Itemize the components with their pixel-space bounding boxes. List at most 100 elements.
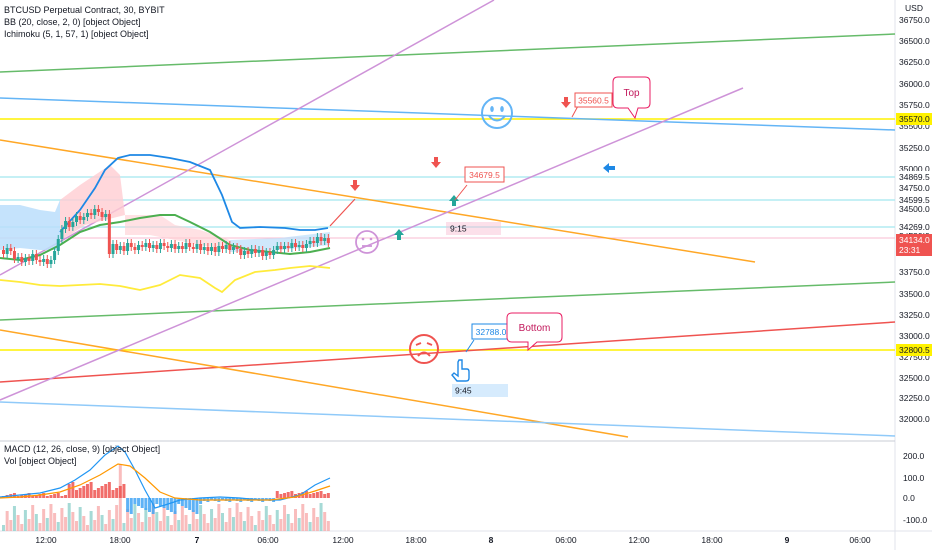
candle[interactable] <box>155 241 159 253</box>
candle[interactable] <box>56 235 60 255</box>
bb-legend[interactable]: BB (20, close, 2, 0) [object Object] <box>4 17 141 27</box>
candle[interactable] <box>27 254 31 265</box>
candle[interactable] <box>224 241 228 253</box>
candle[interactable] <box>140 241 144 251</box>
candle[interactable] <box>151 241 155 252</box>
candle[interactable] <box>93 205 97 219</box>
candle[interactable] <box>315 233 319 247</box>
candle[interactable] <box>89 209 93 219</box>
candle[interactable] <box>231 243 235 254</box>
trend-line-blue-upper[interactable] <box>0 97 896 131</box>
candle[interactable] <box>177 242 181 253</box>
candle[interactable] <box>250 245 254 258</box>
candlestick-series[interactable] <box>2 205 330 268</box>
arrow-down-marker[interactable] <box>350 180 360 191</box>
candle[interactable] <box>23 254 27 266</box>
candle[interactable] <box>2 246 5 258</box>
candle[interactable] <box>60 225 64 243</box>
candle[interactable] <box>283 242 287 253</box>
candle[interactable] <box>107 210 111 258</box>
candle[interactable] <box>304 240 308 252</box>
macd-axis[interactable]: 200.0 100.0 0.0 -100.0 <box>903 451 927 525</box>
candle[interactable] <box>126 239 130 255</box>
candle[interactable] <box>31 250 35 265</box>
trend-line-purple-lower[interactable] <box>0 87 744 401</box>
candle[interactable] <box>169 240 173 252</box>
vol-legend[interactable]: Vol [object Object] <box>4 456 77 466</box>
candle[interactable] <box>239 245 243 259</box>
candle[interactable] <box>264 248 268 260</box>
arrow-down-marker[interactable] <box>431 157 441 168</box>
candle[interactable] <box>75 212 78 226</box>
callout-top-price[interactable]: 35560.5 <box>571 92 613 118</box>
callout-mid-price[interactable]: 34679.5 <box>454 166 505 201</box>
note-bottom[interactable]: Bottom <box>506 312 563 352</box>
candle[interactable] <box>49 256 53 268</box>
arrow-markers[interactable] <box>350 97 615 240</box>
candle[interactable] <box>195 240 199 253</box>
candle[interactable] <box>5 244 9 258</box>
candle[interactable] <box>67 217 71 231</box>
candle[interactable] <box>228 241 232 254</box>
candle[interactable] <box>272 246 276 259</box>
candle[interactable] <box>16 253 20 263</box>
candle[interactable] <box>71 218 75 231</box>
candle[interactable] <box>129 239 133 251</box>
arrow-up-marker[interactable] <box>394 229 404 240</box>
candle[interactable] <box>326 234 330 247</box>
candle[interactable] <box>82 213 86 224</box>
candle[interactable] <box>184 239 188 253</box>
symbol-legend[interactable]: BTCUSD Perpetual Contract, 30, BYBIT <box>4 5 165 15</box>
time-range-box-a[interactable]: 9:15 <box>446 222 501 235</box>
time-range-box-b[interactable]: 9:45 <box>452 384 508 397</box>
candle[interactable] <box>301 241 305 252</box>
candle[interactable] <box>100 208 104 221</box>
candle[interactable] <box>9 244 13 255</box>
arrow-down-marker[interactable] <box>561 97 571 108</box>
candle[interactable] <box>246 247 250 258</box>
candle[interactable] <box>312 237 316 247</box>
trend-line-orange-upper[interactable] <box>0 139 756 263</box>
candle[interactable] <box>242 247 246 259</box>
candle[interactable] <box>122 242 126 255</box>
candle[interactable] <box>235 243 239 253</box>
arrow-left-marker[interactable] <box>603 163 615 173</box>
candle[interactable] <box>104 210 108 221</box>
price-axis[interactable]: 36750.0 36500.0 36250.0 36000.0 35750.0 35500… <box>899 15 930 424</box>
candle[interactable] <box>188 239 192 251</box>
trend-line-blue-lower[interactable] <box>0 401 896 437</box>
candle[interactable] <box>202 243 206 254</box>
candle[interactable] <box>166 242 170 252</box>
candle[interactable] <box>158 239 162 253</box>
trend-line-purple-upper[interactable] <box>0 0 495 276</box>
candle[interactable] <box>118 242 122 254</box>
candle[interactable] <box>213 243 217 256</box>
candle[interactable] <box>133 243 137 254</box>
candle[interactable] <box>279 242 283 253</box>
forecast-arrow[interactable] <box>329 198 356 227</box>
macd-legend[interactable]: MACD (12, 26, close, 9) [object Object] <box>4 444 161 454</box>
candle[interactable] <box>290 239 294 252</box>
candle[interactable] <box>323 234 327 245</box>
candle[interactable] <box>137 241 141 254</box>
ichimoku-legend[interactable]: Ichimoku (5, 1, 57, 1) [object Object] <box>4 29 149 39</box>
candle[interactable] <box>42 255 46 266</box>
candle[interactable] <box>275 242 279 254</box>
candle[interactable] <box>78 212 82 224</box>
candle[interactable] <box>45 255 49 268</box>
smiley-neutral-icon[interactable] <box>355 230 379 254</box>
candle[interactable] <box>268 248 272 259</box>
candle[interactable] <box>199 240 203 254</box>
candle[interactable] <box>257 246 261 257</box>
candle[interactable] <box>20 253 24 266</box>
note-top[interactable]: Top <box>612 76 651 120</box>
candle[interactable] <box>34 250 38 264</box>
smiley-sad-icon[interactable] <box>409 334 439 364</box>
candle[interactable] <box>111 240 115 258</box>
candle[interactable] <box>38 256 42 266</box>
candle[interactable] <box>12 247 16 263</box>
candle[interactable] <box>294 239 297 251</box>
candle[interactable] <box>210 243 214 255</box>
smiley-happy-icon[interactable] <box>481 97 513 129</box>
